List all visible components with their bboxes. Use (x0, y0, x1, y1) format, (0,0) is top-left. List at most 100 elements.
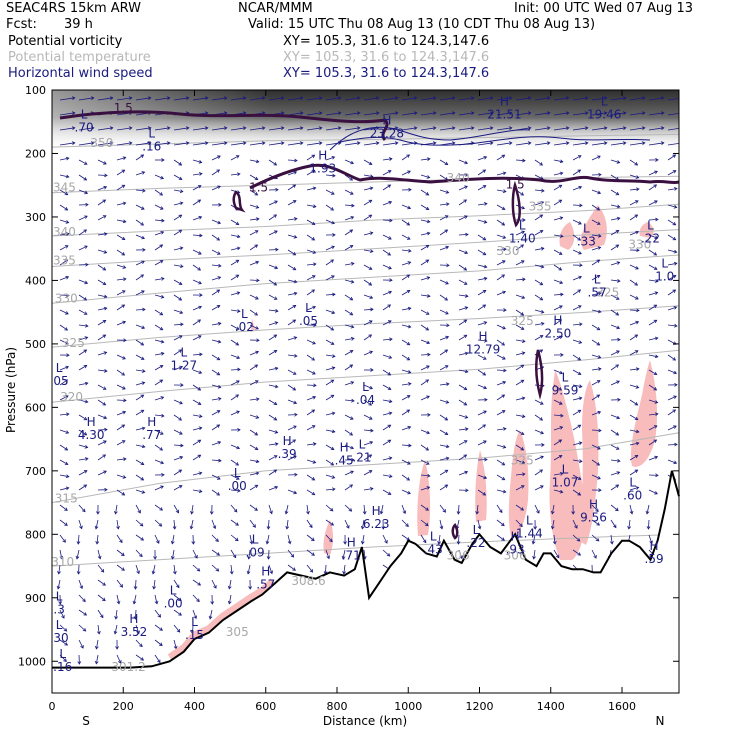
wind-arrow (78, 229, 87, 236)
wind-arrow-head (198, 172, 203, 176)
wind-arrow (306, 142, 322, 146)
wind-arrow-head (84, 381, 89, 386)
wind-arrow (116, 579, 123, 588)
wind-arrow-head (141, 444, 146, 449)
wind-arrow (249, 504, 258, 511)
wind-arrow-head (427, 352, 431, 357)
extremum-value: .71 (342, 549, 361, 563)
wind-arrow-head (388, 399, 393, 404)
extremum-value: .22 (466, 536, 485, 550)
wind-arrow-head (65, 275, 70, 280)
wind-arrow (629, 231, 639, 236)
wind-arrow-head (368, 199, 373, 204)
wind-arrow-head (330, 462, 335, 466)
wind-arrow (230, 309, 240, 312)
extremum-value: 1.27 (170, 358, 197, 372)
wind-arrow (610, 364, 619, 371)
wind-arrow (363, 174, 373, 178)
wind-arrow-head (489, 126, 494, 131)
wind-arrow-head (332, 487, 336, 492)
wind-arrow-head (444, 417, 449, 421)
wind-arrow (401, 307, 411, 311)
legend-theta-name: Potential temperature (8, 50, 151, 65)
wind-arrow (59, 366, 69, 371)
wind-arrow (648, 413, 658, 416)
wind-arrow (401, 426, 411, 431)
wind-arrow (363, 199, 372, 206)
wind-arrow-head (65, 486, 70, 491)
wind-arrow (211, 289, 220, 296)
wind-arrow (610, 244, 619, 251)
wind-arrow (572, 249, 582, 255)
wind-arrow (646, 504, 650, 514)
wind-arrow (173, 366, 183, 371)
wind-arrow (553, 414, 564, 417)
wind-arrow (59, 395, 69, 401)
wind-arrow-head (484, 457, 488, 462)
wind-arrow (268, 214, 277, 221)
wind-arrow (116, 157, 126, 161)
wind-arrow-head (539, 230, 544, 234)
wind-arrow (173, 127, 189, 131)
wind-arrow (496, 459, 505, 466)
wind-arrow-head (118, 660, 122, 664)
wind-arrow (173, 624, 181, 633)
wind-arrow-head (660, 141, 665, 146)
wind-arrow-head (235, 394, 240, 398)
wind-arrow-head (578, 251, 582, 255)
wind-arrow-head (501, 522, 505, 527)
wind-arrow (154, 231, 164, 236)
wind-arrow (629, 384, 639, 388)
wind-arrow (401, 459, 411, 465)
wind-arrow (648, 399, 658, 404)
wind-arrow (268, 486, 278, 491)
wind-arrow (515, 260, 525, 266)
wind-arrow (154, 339, 164, 343)
wind-arrow-head (426, 175, 431, 179)
wind-arrow (154, 278, 164, 281)
wind-arrow (420, 379, 429, 386)
wind-arrow (572, 519, 578, 529)
wind-arrow-head (266, 556, 271, 560)
wind-arrow (553, 279, 563, 284)
wind-arrow (591, 504, 599, 512)
extremum-marker: H (500, 95, 509, 109)
theta-contour-label: 330 (497, 244, 520, 258)
wind-arrow-head (362, 511, 367, 515)
extremum-marker: L (305, 301, 312, 315)
wind-arrow-head (622, 111, 627, 116)
wind-arrow-head (616, 261, 621, 265)
wind-arrow-head (673, 187, 678, 191)
wind-arrow-head (413, 111, 418, 116)
wind-arrow-head (470, 111, 475, 116)
wind-arrow (78, 324, 88, 327)
wind-arrow-head (311, 275, 316, 279)
wind-arrow-head (235, 259, 240, 264)
wind-arrow-head (178, 229, 183, 234)
wind-arrow (135, 189, 146, 192)
wind-arrow (591, 368, 601, 371)
wind-arrow-head (349, 229, 354, 233)
wind-arrow (135, 624, 140, 634)
wind-arrow (192, 384, 201, 391)
y-axis-label: Pressure (hPa) (4, 347, 18, 433)
wind-arrow-head (413, 126, 418, 131)
wind-arrow-head (521, 396, 526, 401)
extremum-value: .43 (424, 542, 443, 556)
wind-arrow-head (552, 541, 557, 545)
wind-arrow (648, 142, 664, 146)
wind-arrow (401, 249, 411, 252)
wind-arrow (553, 534, 556, 544)
wind-arrow-head (483, 410, 487, 414)
wind-arrow (268, 334, 277, 341)
wind-arrow-head (341, 555, 346, 560)
wind-arrow-head (216, 305, 221, 309)
wind-arrow-head (299, 111, 304, 116)
wind-arrow-head (349, 296, 354, 301)
wind-arrow (268, 443, 278, 446)
wind-arrow (116, 564, 125, 571)
wind-arrow-head (635, 385, 640, 389)
wind-arrow-head (178, 597, 182, 602)
wind-arrow (173, 504, 179, 514)
wind-arrow-head (81, 508, 86, 513)
